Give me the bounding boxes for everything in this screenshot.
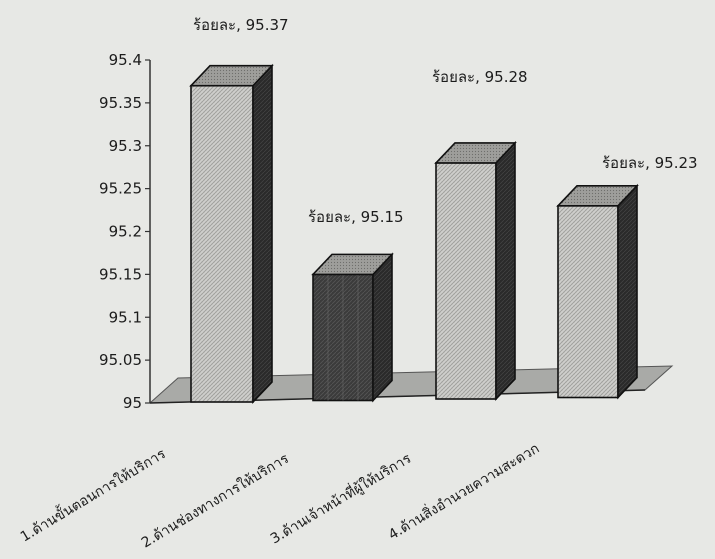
- y-tick-label: 95.2: [109, 223, 142, 241]
- bar-side-face: [495, 140, 516, 402]
- y-tick-label: 95.4: [109, 51, 142, 69]
- bar-side-face: [372, 252, 393, 403]
- bar-3: [434, 140, 517, 402]
- data-label-4: ร้อยละ, 95.23: [602, 154, 698, 172]
- y-tick-label: 95.15: [99, 265, 142, 283]
- bars-layer: [189, 63, 639, 405]
- bar-4: [556, 183, 639, 400]
- category-label-4: 4.ด้านสิ่งอำนวยความสะดวก: [385, 439, 543, 544]
- y-tick-label: 95.35: [99, 94, 142, 112]
- data-label-3: ร้อยละ, 95.28: [432, 68, 528, 86]
- y-tick-label: 95.25: [99, 180, 142, 198]
- bar-top-face: [434, 142, 517, 164]
- bar-side-face: [617, 183, 638, 400]
- y-tick-label: 95: [123, 394, 142, 412]
- data-label-1: ร้อยละ, 95.37: [193, 16, 289, 34]
- category-label-1: 1.ด้านขั้นตอนการให้บริการ: [16, 443, 169, 545]
- bar-side-face: [252, 63, 273, 405]
- bar-top-face: [311, 253, 394, 276]
- bar-2: [311, 252, 394, 403]
- bar-front-face: [557, 204, 619, 399]
- bar-front-face: [190, 84, 254, 403]
- bar-top-face: [189, 64, 274, 87]
- bar-1: [189, 63, 274, 405]
- bar-front-face: [435, 162, 497, 400]
- data-label-2: ร้อยละ, 95.15: [308, 208, 404, 226]
- bar-top-face: [556, 184, 639, 207]
- y-axis: 95 95.05 95.1 95.15 95.2 95.25 95.3 95.35 95.4: [99, 51, 151, 412]
- y-tick-label: 95.3: [109, 137, 142, 155]
- y-tick-label: 95.1: [109, 308, 142, 326]
- y-tick-label: 95.05: [99, 351, 142, 369]
